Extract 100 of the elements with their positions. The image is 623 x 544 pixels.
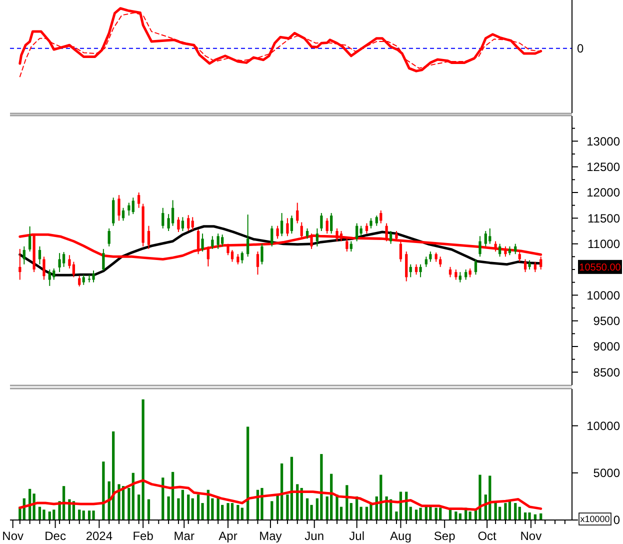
candlestick bbox=[211, 236, 214, 250]
candlestick bbox=[112, 197, 115, 226]
candlestick bbox=[171, 200, 174, 226]
candlestick bbox=[306, 228, 309, 240]
candlestick bbox=[177, 216, 180, 233]
candlestick bbox=[187, 214, 190, 232]
candlestick bbox=[118, 194, 120, 222]
bar bbox=[429, 506, 432, 520]
candlestick bbox=[356, 222, 358, 242]
candlestick bbox=[296, 202, 299, 224]
bar bbox=[226, 503, 230, 520]
x-tick-label: Jul bbox=[349, 529, 364, 543]
y-tick-label: 8500 bbox=[593, 365, 620, 380]
candlestick bbox=[122, 207, 125, 222]
bar bbox=[191, 498, 194, 520]
candlestick bbox=[524, 258, 527, 273]
bar bbox=[42, 510, 46, 520]
candlestick bbox=[380, 210, 382, 224]
candlestick bbox=[256, 251, 260, 276]
candlestick bbox=[498, 243, 502, 258]
candlestick bbox=[478, 236, 482, 258]
candlestick bbox=[38, 246, 42, 265]
x-tick-label: Aug bbox=[390, 529, 412, 543]
candlestick bbox=[240, 251, 244, 264]
bar bbox=[240, 508, 244, 520]
candlestick bbox=[346, 238, 348, 252]
candlestick bbox=[181, 216, 184, 232]
candlestick bbox=[132, 197, 134, 215]
candlestick bbox=[458, 272, 462, 283]
candlestick bbox=[102, 248, 105, 272]
bar bbox=[350, 503, 352, 520]
candlestick bbox=[270, 225, 274, 247]
ref-line-label: 0 bbox=[577, 42, 584, 56]
bar bbox=[147, 499, 150, 520]
bar bbox=[82, 510, 85, 520]
bar bbox=[514, 503, 517, 520]
bar bbox=[128, 488, 130, 520]
bar bbox=[409, 506, 412, 520]
candlestick bbox=[280, 212, 284, 237]
bar bbox=[320, 454, 323, 520]
candlestick bbox=[414, 264, 418, 276]
candlestick bbox=[201, 233, 204, 252]
candlestick bbox=[28, 226, 32, 252]
candlestick bbox=[58, 252, 61, 273]
bar bbox=[138, 494, 140, 520]
candlestick bbox=[528, 260, 531, 270]
y-tick-label: 11000 bbox=[588, 237, 620, 252]
bar bbox=[260, 488, 264, 520]
x-tick-label: May bbox=[259, 529, 282, 543]
candlestick bbox=[82, 274, 85, 286]
x-tick-label: Dec bbox=[44, 529, 66, 543]
candlestick bbox=[464, 268, 468, 280]
x-tick-label: Oct bbox=[478, 529, 498, 543]
x-tick-label: Nov bbox=[520, 529, 542, 543]
bar bbox=[181, 490, 184, 520]
x-tick-label: Feb bbox=[132, 529, 154, 543]
candlestick bbox=[370, 218, 372, 229]
bar bbox=[478, 474, 482, 520]
y-tick-label: 13000 bbox=[586, 134, 620, 148]
bar bbox=[230, 503, 234, 520]
candlestick bbox=[138, 192, 140, 208]
candlestick bbox=[424, 256, 428, 268]
bar bbox=[52, 510, 56, 520]
candlestick bbox=[108, 228, 110, 247]
candlestick bbox=[48, 268, 51, 286]
x-tick-label: Nov bbox=[2, 529, 24, 543]
bar bbox=[439, 508, 442, 520]
candlestick bbox=[448, 266, 452, 278]
candlestick bbox=[226, 243, 230, 256]
candlestick bbox=[360, 225, 362, 237]
candlestick bbox=[286, 218, 289, 237]
bar bbox=[88, 510, 91, 520]
candlestick bbox=[260, 243, 264, 265]
candlestick bbox=[350, 240, 352, 252]
y-tick-label: 12500 bbox=[586, 160, 620, 174]
candlestick bbox=[375, 215, 378, 226]
bar bbox=[118, 484, 120, 520]
y-tick-label: 9500 bbox=[593, 314, 620, 328]
bar bbox=[468, 512, 472, 520]
candlestick bbox=[18, 248, 22, 280]
bar bbox=[270, 501, 274, 520]
candlestick bbox=[22, 246, 26, 265]
candlestick bbox=[276, 225, 279, 240]
candlestick bbox=[78, 275, 81, 287]
bar bbox=[306, 498, 309, 520]
candlestick bbox=[429, 251, 432, 262]
bar bbox=[370, 503, 372, 520]
line-series bbox=[18, 479, 542, 511]
candlestick bbox=[514, 243, 517, 255]
x-tick-label: Sep bbox=[434, 529, 456, 543]
candlestick bbox=[494, 240, 497, 252]
bar bbox=[419, 508, 422, 520]
candlestick bbox=[290, 215, 294, 234]
candlestick bbox=[504, 246, 507, 258]
y-tick-label: 9000 bbox=[593, 340, 620, 354]
candlestick bbox=[330, 212, 333, 234]
candlestick bbox=[236, 254, 240, 265]
bar bbox=[498, 506, 502, 520]
bar bbox=[38, 506, 42, 520]
candlestick bbox=[147, 225, 150, 250]
